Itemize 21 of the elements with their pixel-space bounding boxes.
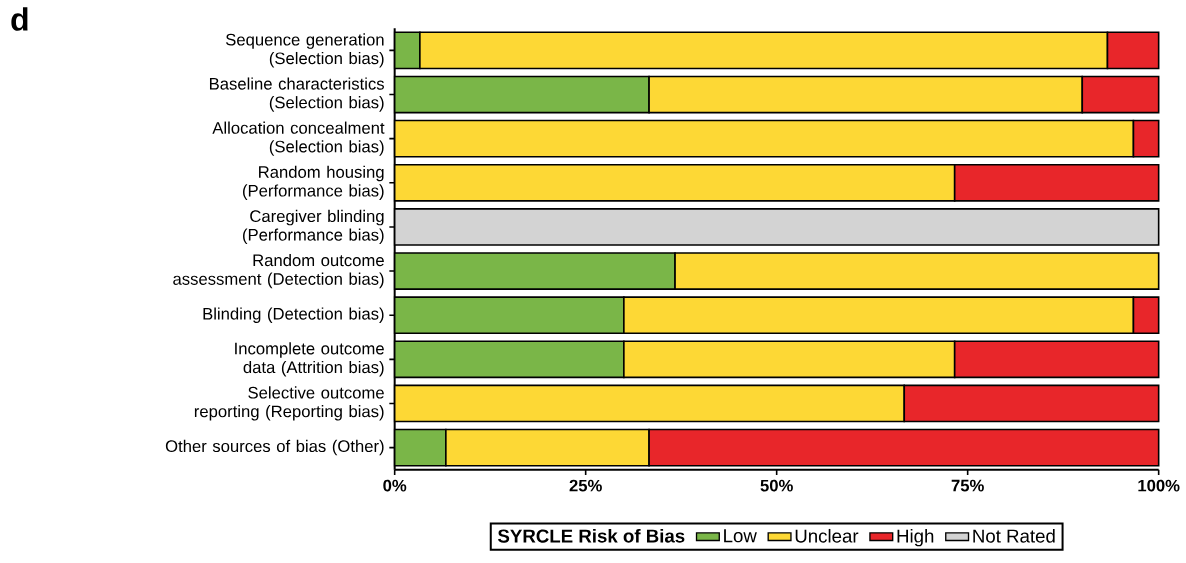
y-tick-label: Caregiver blinding (Performance bias) [243,209,384,245]
legend-label: Unclear [795,528,859,543]
y-tick-label: Random housing (Performance bias) [243,165,384,200]
x-tick-label: 50% [760,479,793,492]
y-tick-label: Blinding (Detection bias) [203,307,384,323]
y-tick-label: Baseline characteristics (Selection bias) [209,77,384,112]
legend-label: Not Rated [973,528,1055,543]
legend-title: SYRCLE Risk of Bias [497,528,685,543]
x-tick-label: 25% [569,479,602,492]
y-tick-label: Incomplete outcome data (Attrition bias) [235,342,384,377]
y-tick-label: Random outcome assessment (Detection bias) [173,253,384,289]
y-tick-label: Other sources of bias (Other) [165,439,384,456]
legend-label: High [897,528,934,547]
y-tick-label: Sequence generation (Selection bias) [225,33,384,68]
x-tick-label: 75% [951,479,984,492]
y-tick-label: Selective outcome reporting (Reporting bias) [194,386,384,421]
y-tick-label: Allocation concealment (Selection bias) [212,121,385,156]
text: d [11,7,28,31]
x-tick-label: 100% [1138,479,1180,492]
legend-label: Low [724,529,757,543]
x-tick-label: 0% [383,479,407,492]
